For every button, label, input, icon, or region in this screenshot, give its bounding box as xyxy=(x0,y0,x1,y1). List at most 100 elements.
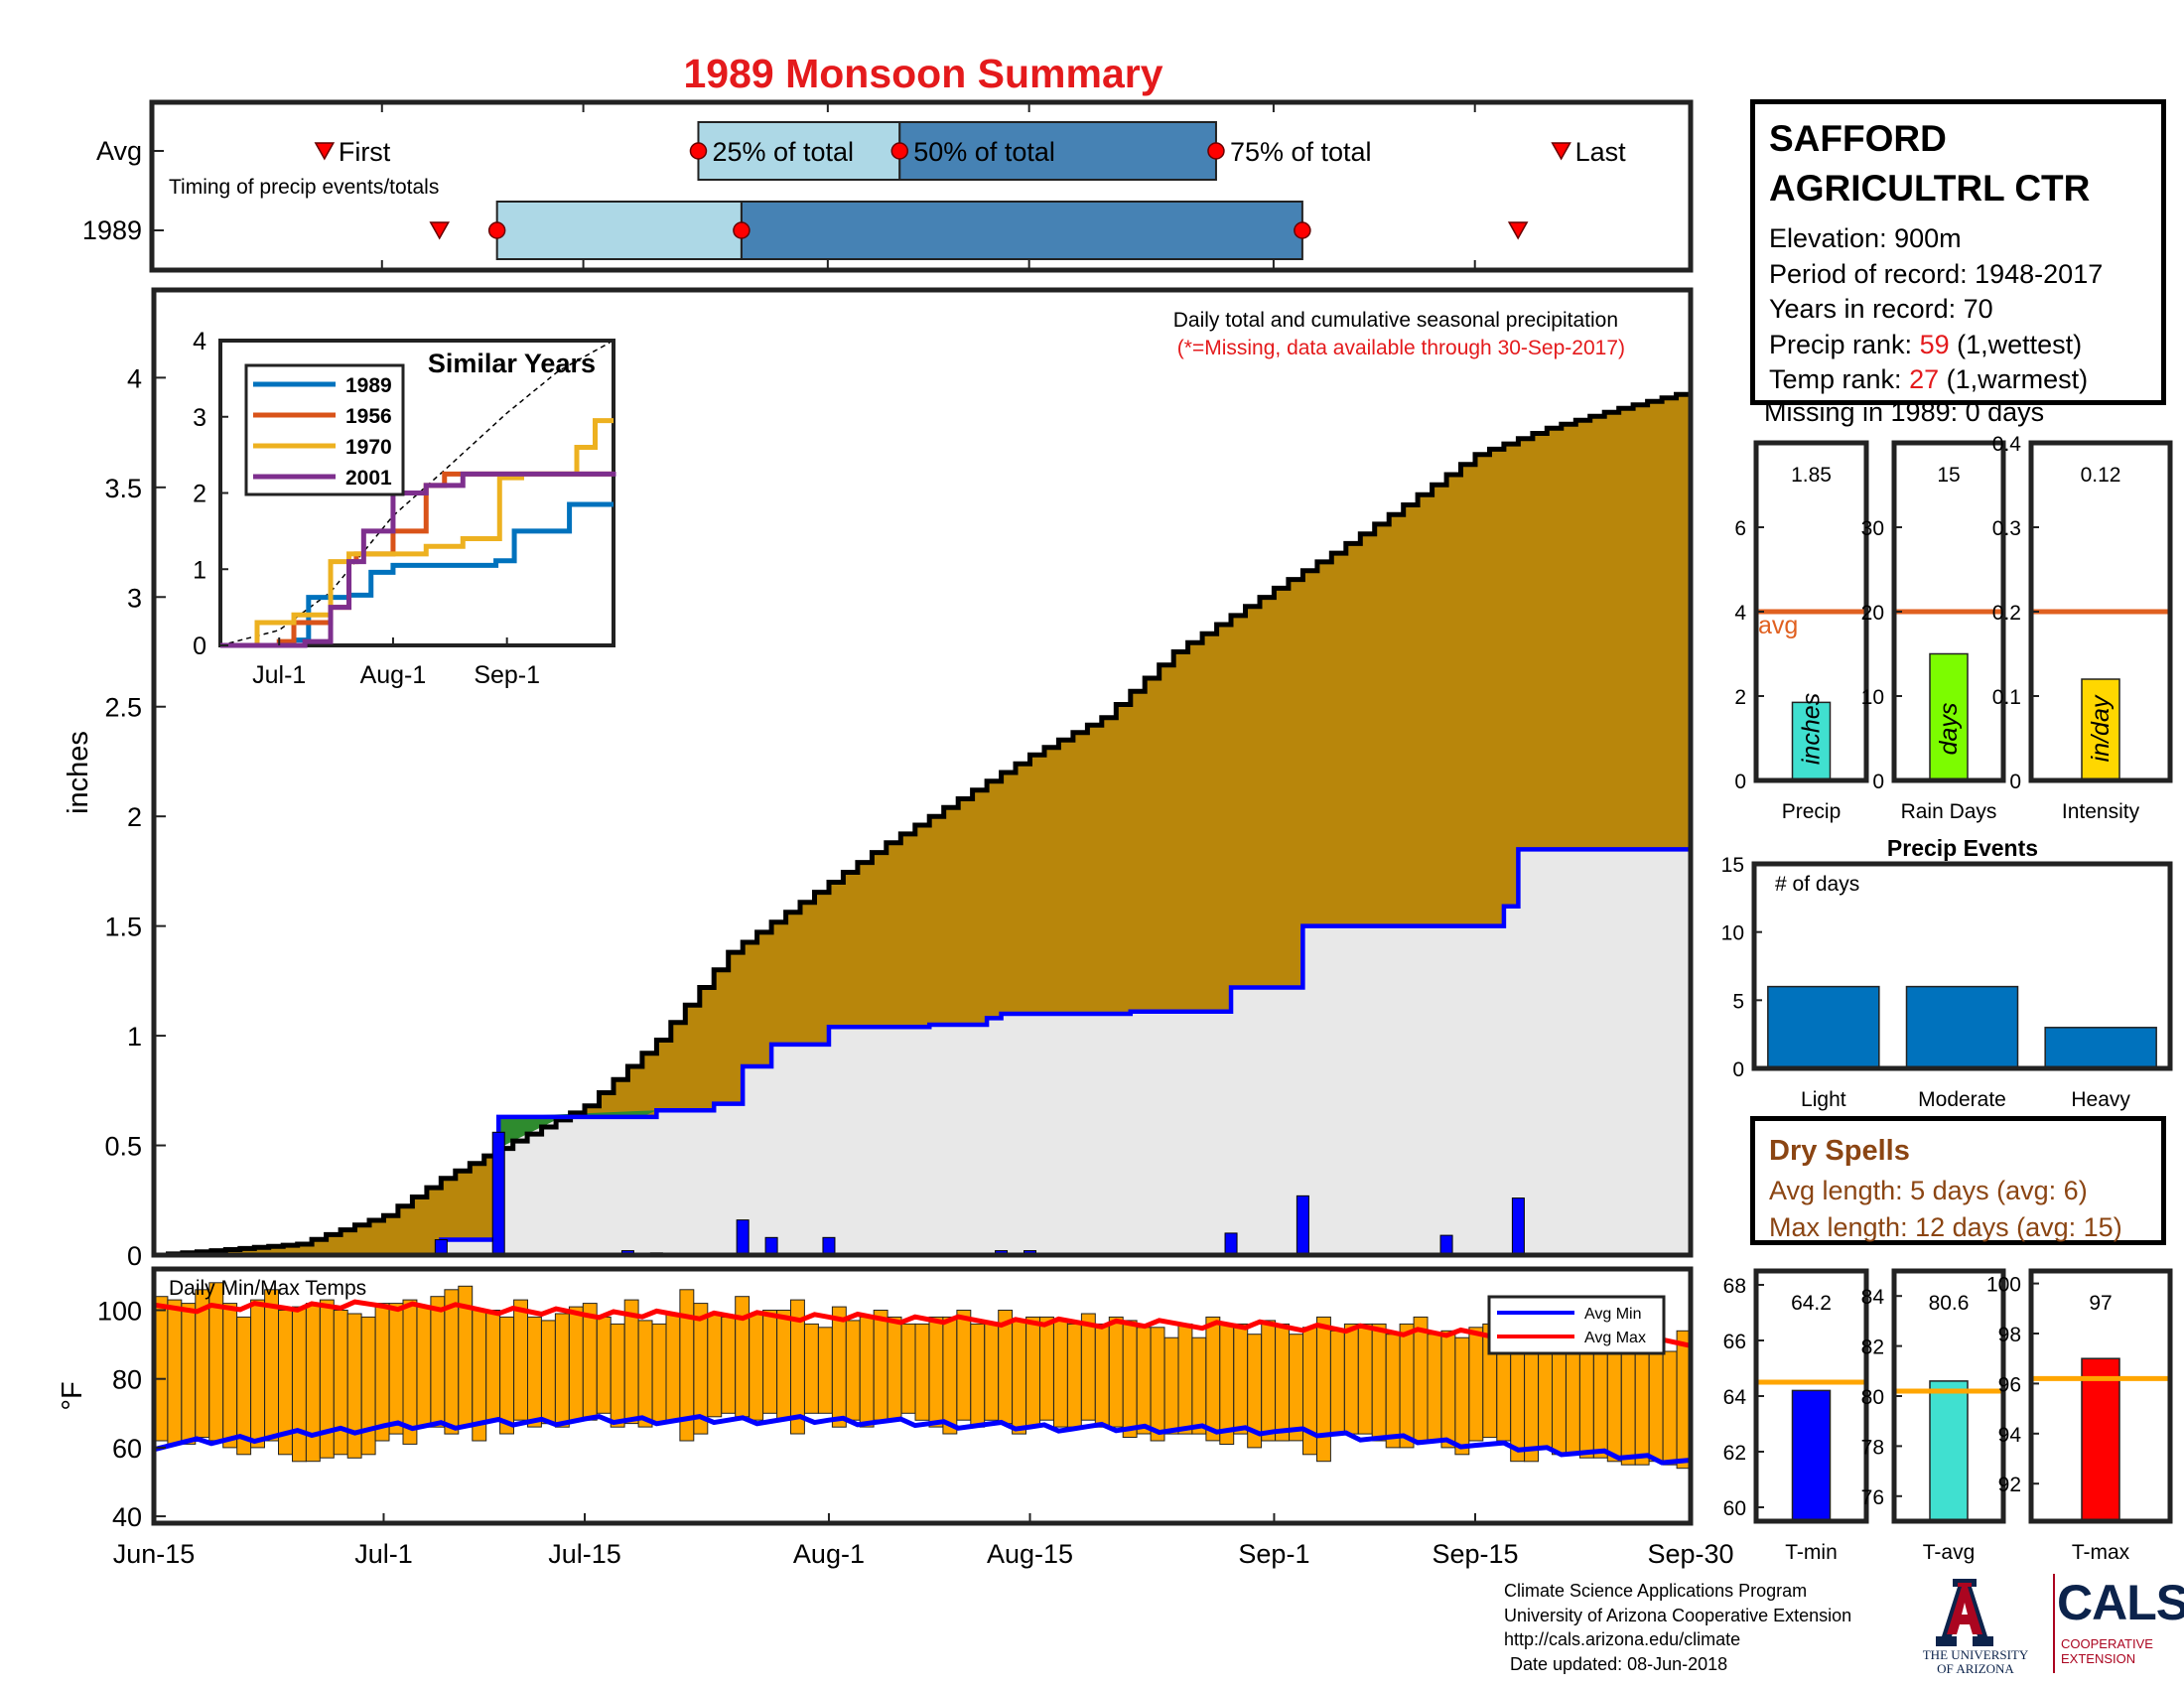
similar-legend-label: 1970 xyxy=(345,436,392,459)
daily-temp-bar xyxy=(374,1303,390,1442)
daily-temp-bar xyxy=(1122,1320,1138,1439)
temps-ytick-label: 40 xyxy=(112,1502,142,1532)
daily-temp-bar xyxy=(1634,1343,1650,1466)
daily-temp-bar xyxy=(596,1316,612,1414)
daily-temp-bar xyxy=(222,1303,238,1449)
events-ytick-label: 10 xyxy=(1721,922,1744,945)
daily-temp-bar xyxy=(485,1310,501,1421)
temps-xtick-label: Sep-1 xyxy=(1238,1539,1309,1569)
daily-temp-bar xyxy=(707,1313,723,1418)
precip-value-label: 1.85 xyxy=(1791,464,1832,487)
daily-temp-bar xyxy=(1440,1330,1456,1449)
main-ytick-label: 0.5 xyxy=(104,1132,142,1162)
timing-box-50-75 xyxy=(740,201,1303,260)
daily-temp-bar xyxy=(637,1320,653,1428)
similar-ytick-label: 0 xyxy=(193,633,206,660)
raindays-ytick-label: 10 xyxy=(1861,686,1884,709)
daily-temp-bar xyxy=(1261,1320,1277,1442)
timing-label-25: 25% of total xyxy=(712,137,854,167)
daily-temp-bar xyxy=(1025,1316,1040,1428)
daily-temp-bar xyxy=(845,1320,861,1421)
temps-xtick-label: Aug-15 xyxy=(987,1539,1073,1569)
daily-temp-bar xyxy=(887,1316,902,1421)
temp-rank-note: (1,warmest) xyxy=(1939,364,2089,394)
intensity-ytick-label: 0.4 xyxy=(1992,433,2022,456)
logo-divider xyxy=(2053,1574,2055,1673)
daily-temp-bar xyxy=(1399,1323,1415,1449)
temps-ytick-label: 80 xyxy=(112,1365,142,1395)
daily-temp-bar xyxy=(1385,1334,1401,1449)
temps-ylabel: °F xyxy=(57,1381,88,1410)
daily-temp-bar xyxy=(831,1306,847,1428)
intensity-ytick-label: 0.3 xyxy=(1992,517,2021,540)
timing-label-50: 50% of total xyxy=(913,137,1055,167)
station-years: Years in record: 70 xyxy=(1769,294,1993,324)
daily-temp-bar xyxy=(1648,1336,1664,1463)
events-bar-light xyxy=(1767,985,1880,1069)
daily-temp-bar xyxy=(1205,1316,1221,1442)
temps-legend-frame xyxy=(1487,1295,1666,1355)
similar-legend-frame xyxy=(244,363,405,496)
raindays-ytick-label: 0 xyxy=(1872,771,1884,793)
daily-precip-bar xyxy=(822,1236,836,1256)
daily-temp-bar xyxy=(1108,1316,1124,1428)
similar-ytick-label: 4 xyxy=(193,328,206,355)
daily-temp-bar xyxy=(1468,1327,1484,1442)
station-info-box: SAFFORD AGRICULTRL CTR Elevation: 900m P… xyxy=(1750,99,2166,405)
credits-line3[interactable]: http://cals.arizona.edu/climate xyxy=(1504,1629,1741,1649)
daily-temp-bar xyxy=(1233,1323,1249,1435)
main-ytick-label: 3.5 xyxy=(104,474,142,503)
tavg-ytick-label: 80 xyxy=(1861,1386,1884,1409)
daily-temp-bar xyxy=(1191,1336,1207,1435)
precip-category-label: Precip xyxy=(1782,800,1842,823)
tmax-panel: 92 94 96 98 100 97 T-max xyxy=(1986,1268,2173,1564)
university-name-line1: THE UNIVERSITY xyxy=(1922,1647,2029,1662)
daily-temp-bar xyxy=(1343,1323,1359,1435)
figure-title: 1989 Monsoon Summary xyxy=(683,51,1162,96)
main-ylabel: inches xyxy=(63,731,94,814)
timing-label-75: 75% of total xyxy=(1230,137,1372,167)
precip-ytick-label: 4 xyxy=(1734,602,1746,625)
daily-temp-bar xyxy=(859,1316,875,1428)
university-of-arizona-logo-icon xyxy=(1936,1579,1993,1646)
daily-temp-bar xyxy=(1012,1320,1026,1435)
station-name-line1: SAFFORD xyxy=(1769,118,1947,159)
daily-temp-bar xyxy=(1150,1327,1165,1442)
tmin-panel: 60 62 64 66 68 64.2 T-min xyxy=(1723,1268,1869,1564)
main-chart-note: (*=Missing, data available through 30-Se… xyxy=(1177,337,1625,359)
similar-legend-label: 2001 xyxy=(345,467,392,490)
temps-legend-max-label: Avg Max xyxy=(1584,1330,1646,1346)
percentile-marker xyxy=(1207,142,1225,160)
tavg-ytick-label: 82 xyxy=(1861,1336,1884,1359)
daily-temp-bar xyxy=(776,1310,791,1421)
main-ytick-label: 0 xyxy=(127,1241,142,1271)
percentile-marker xyxy=(1294,221,1311,239)
daily-temp-bar xyxy=(1662,1350,1678,1466)
precip-events-panel: Light Moderate Heavy 0 5 10 15 Precip Events # o… xyxy=(1721,835,2173,1111)
station-name-line2: AGRICULTRL CTR xyxy=(1769,168,2091,209)
temp-rank-label: Temp rank: xyxy=(1769,364,1910,394)
tavg-ytick-label: 76 xyxy=(1861,1486,1884,1509)
tmax-ytick-label: 98 xyxy=(1998,1324,2021,1346)
similar-legend-label: 1956 xyxy=(345,405,392,428)
events-ytick-label: 5 xyxy=(1732,990,1744,1013)
first-event-marker xyxy=(429,221,451,240)
daily-precip-bar xyxy=(1439,1234,1453,1256)
daily-temp-bar xyxy=(1357,1323,1373,1435)
intensity-ytick-label: 0.1 xyxy=(1992,686,2021,709)
daily-temp-bar xyxy=(970,1323,986,1428)
tmin-ytick-label: 66 xyxy=(1723,1331,1746,1353)
timing-subtitle: Timing of precip events/totals xyxy=(169,176,439,199)
tavg-ytick-label: 84 xyxy=(1861,1286,1885,1309)
daily-temp-bar xyxy=(444,1289,460,1435)
daily-temp-bar xyxy=(1080,1313,1096,1421)
daily-temp-bar xyxy=(610,1323,625,1428)
daily-precip-bar xyxy=(1296,1195,1309,1256)
cumulative-1989-area xyxy=(441,849,1691,1255)
tmax-category-label: T-max xyxy=(2072,1541,2130,1564)
daily-temp-bar xyxy=(360,1316,376,1456)
percentile-marker xyxy=(733,221,751,239)
daily-temp-bar xyxy=(1275,1323,1290,1442)
events-category-label: Light xyxy=(1801,1088,1846,1111)
